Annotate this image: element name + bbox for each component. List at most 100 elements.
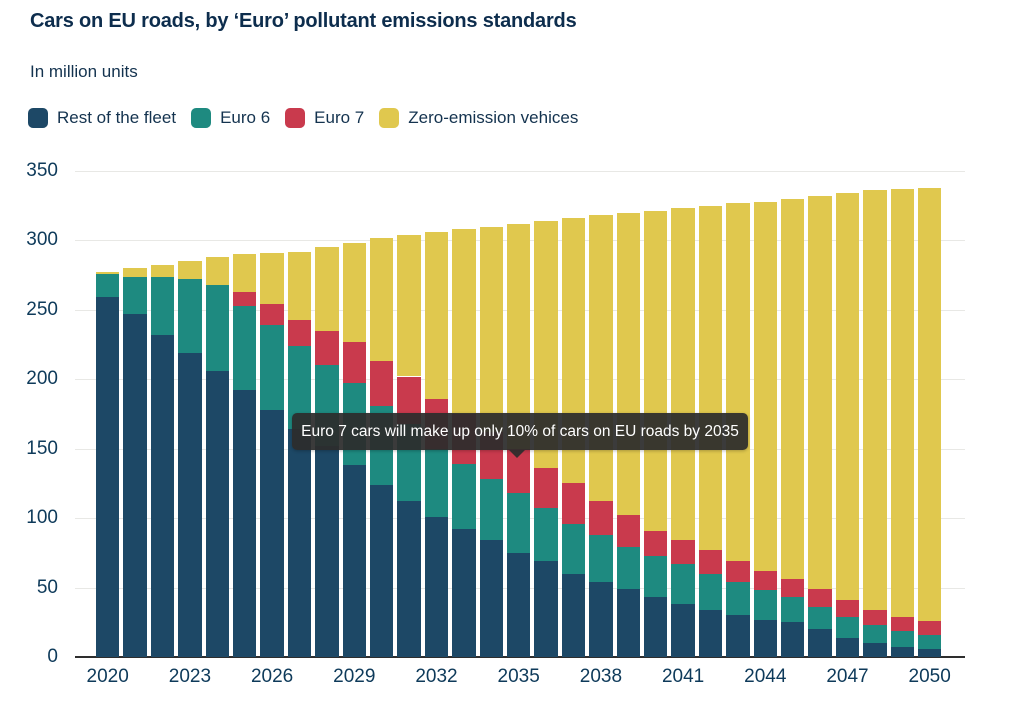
bar-segment-2034-zero-emission-vehices[interactable]	[479, 226, 504, 433]
bar-segment-2033-rest-of-the-fleet[interactable]	[452, 529, 476, 657]
bar-segment-2048-euro-6[interactable]	[863, 625, 887, 644]
bar-segment-2034-rest-of-the-fleet[interactable]	[479, 540, 504, 657]
bar-segment-2040-rest-of-the-fleet[interactable]	[643, 597, 668, 657]
bar-segment-2050-zero-emission-vehices[interactable]	[917, 187, 942, 621]
bar-segment-2025-zero-emission-vehices[interactable]	[232, 254, 257, 292]
bar-segment-2041-euro-6[interactable]	[671, 563, 695, 605]
bar-segment-2049-rest-of-the-fleet[interactable]	[890, 647, 915, 657]
bar-segment-2040-euro-6[interactable]	[643, 555, 668, 598]
bar-segment-2025-rest-of-the-fleet[interactable]	[232, 390, 257, 657]
bar-segment-2049-euro-7[interactable]	[890, 616, 915, 631]
bar-segment-2048-rest-of-the-fleet[interactable]	[863, 643, 887, 657]
bar-segment-2041-rest-of-the-fleet[interactable]	[671, 604, 695, 657]
bar-segment-2030-zero-emission-vehices[interactable]	[369, 237, 394, 362]
bar-segment-2043-euro-7[interactable]	[726, 561, 750, 583]
bar-segment-2027-rest-of-the-fleet[interactable]	[287, 429, 312, 657]
bar-segment-2029-euro-7[interactable]	[342, 341, 367, 384]
bar-segment-2048-zero-emission-vehices[interactable]	[863, 190, 887, 610]
bar-segment-2035-rest-of-the-fleet[interactable]	[506, 552, 531, 657]
bar-segment-2022-zero-emission-vehices[interactable]	[150, 265, 175, 277]
bar-segment-2028-euro-7[interactable]	[315, 330, 339, 366]
bar-segment-2032-euro-6[interactable]	[424, 448, 449, 517]
bar-segment-2038-euro-7[interactable]	[589, 501, 613, 535]
bar-segment-2049-zero-emission-vehices[interactable]	[890, 189, 915, 617]
bar-segment-2028-rest-of-the-fleet[interactable]	[315, 445, 339, 657]
bar-segment-2020-rest-of-the-fleet[interactable]	[95, 297, 120, 657]
bar-segment-2042-zero-emission-vehices[interactable]	[698, 205, 723, 551]
bar-segment-2038-zero-emission-vehices[interactable]	[589, 215, 613, 502]
bar-segment-2031-rest-of-the-fleet[interactable]	[397, 501, 421, 657]
bar-segment-2025-euro-7[interactable]	[232, 291, 257, 306]
bar-segment-2033-euro-6[interactable]	[452, 463, 476, 530]
bar-segment-2040-euro-7[interactable]	[643, 530, 668, 556]
bar-segment-2023-rest-of-the-fleet[interactable]	[178, 352, 202, 657]
bar-segment-2050-euro-7[interactable]	[917, 620, 942, 635]
bar-segment-2038-rest-of-the-fleet[interactable]	[589, 582, 613, 657]
bar-segment-2023-euro-6[interactable]	[178, 279, 202, 353]
bar-segment-2039-euro-7[interactable]	[616, 515, 641, 548]
bar-segment-2036-euro-6[interactable]	[534, 508, 558, 562]
bar-segment-2028-zero-emission-vehices[interactable]	[315, 247, 339, 331]
bar-segment-2038-euro-6[interactable]	[589, 534, 613, 582]
bar-segment-2029-rest-of-the-fleet[interactable]	[342, 465, 367, 657]
bar-segment-2046-euro-6[interactable]	[808, 607, 832, 630]
bar-segment-2020-euro-6[interactable]	[95, 273, 120, 298]
bar-segment-2036-zero-emission-vehices[interactable]	[534, 220, 558, 469]
bar-segment-2047-euro-7[interactable]	[835, 600, 860, 617]
bar-segment-2041-zero-emission-vehices[interactable]	[671, 208, 695, 541]
bar-segment-2039-zero-emission-vehices[interactable]	[616, 212, 641, 516]
bar-segment-2030-euro-7[interactable]	[369, 361, 394, 406]
bar-segment-2044-rest-of-the-fleet[interactable]	[753, 619, 778, 657]
bar-segment-2032-zero-emission-vehices[interactable]	[424, 232, 449, 399]
bar-segment-2027-zero-emission-vehices[interactable]	[287, 251, 312, 320]
bar-segment-2021-rest-of-the-fleet[interactable]	[123, 314, 147, 657]
bar-segment-2029-zero-emission-vehices[interactable]	[342, 243, 367, 342]
bar-segment-2020-zero-emission-vehices[interactable]	[95, 272, 120, 274]
bar-segment-2044-euro-6[interactable]	[753, 590, 778, 620]
bar-segment-2047-euro-6[interactable]	[835, 616, 860, 638]
bar-segment-2045-zero-emission-vehices[interactable]	[780, 198, 805, 580]
bar-segment-2032-rest-of-the-fleet[interactable]	[424, 516, 449, 657]
bar-segment-2047-zero-emission-vehices[interactable]	[835, 193, 860, 601]
bar-segment-2033-zero-emission-vehices[interactable]	[452, 229, 476, 414]
bar-segment-2031-euro-7[interactable]	[397, 376, 421, 424]
bar-segment-2044-euro-7[interactable]	[753, 570, 778, 591]
bar-segment-2026-rest-of-the-fleet[interactable]	[260, 409, 284, 657]
bar-segment-2045-rest-of-the-fleet[interactable]	[780, 622, 805, 657]
bar-segment-2022-euro-6[interactable]	[150, 276, 175, 335]
bar-segment-2035-euro-6[interactable]	[506, 493, 531, 553]
bar-segment-2049-euro-6[interactable]	[890, 630, 915, 648]
bar-segment-2024-euro-6[interactable]	[205, 284, 230, 371]
bar-segment-2042-euro-7[interactable]	[698, 550, 723, 574]
bar-segment-2050-euro-6[interactable]	[917, 634, 942, 649]
bar-segment-2031-zero-emission-vehices[interactable]	[397, 234, 421, 377]
bar-segment-2024-zero-emission-vehices[interactable]	[205, 257, 230, 285]
bar-segment-2025-euro-6[interactable]	[232, 305, 257, 391]
bar-segment-2043-rest-of-the-fleet[interactable]	[726, 615, 750, 657]
bar-segment-2039-euro-6[interactable]	[616, 547, 641, 589]
bar-segment-2021-zero-emission-vehices[interactable]	[123, 268, 147, 277]
bar-segment-2027-euro-6[interactable]	[287, 345, 312, 430]
bar-segment-2045-euro-6[interactable]	[780, 597, 805, 623]
bar-segment-2026-zero-emission-vehices[interactable]	[260, 252, 284, 305]
bar-segment-2035-zero-emission-vehices[interactable]	[506, 223, 531, 449]
bar-segment-2034-euro-6[interactable]	[479, 479, 504, 541]
bar-segment-2030-rest-of-the-fleet[interactable]	[369, 484, 394, 657]
bar-segment-2037-euro-7[interactable]	[561, 483, 586, 524]
bar-segment-2021-euro-6[interactable]	[123, 276, 147, 315]
bar-segment-2046-rest-of-the-fleet[interactable]	[808, 629, 832, 657]
bar-segment-2024-rest-of-the-fleet[interactable]	[205, 370, 230, 657]
bar-segment-2022-rest-of-the-fleet[interactable]	[150, 334, 175, 657]
bar-segment-2041-euro-7[interactable]	[671, 540, 695, 564]
bar-segment-2046-zero-emission-vehices[interactable]	[808, 195, 832, 589]
bar-segment-2026-euro-6[interactable]	[260, 325, 284, 410]
bar-segment-2036-euro-7[interactable]	[534, 468, 558, 509]
bar-segment-2039-rest-of-the-fleet[interactable]	[616, 588, 641, 657]
bar-segment-2046-euro-7[interactable]	[808, 588, 832, 607]
bar-segment-2042-euro-6[interactable]	[698, 573, 723, 610]
bar-segment-2043-zero-emission-vehices[interactable]	[726, 202, 750, 562]
bar-segment-2036-rest-of-the-fleet[interactable]	[534, 561, 558, 657]
bar-segment-2023-zero-emission-vehices[interactable]	[178, 261, 202, 280]
bar-segment-2043-euro-6[interactable]	[726, 582, 750, 616]
bar-segment-2048-euro-7[interactable]	[863, 609, 887, 626]
